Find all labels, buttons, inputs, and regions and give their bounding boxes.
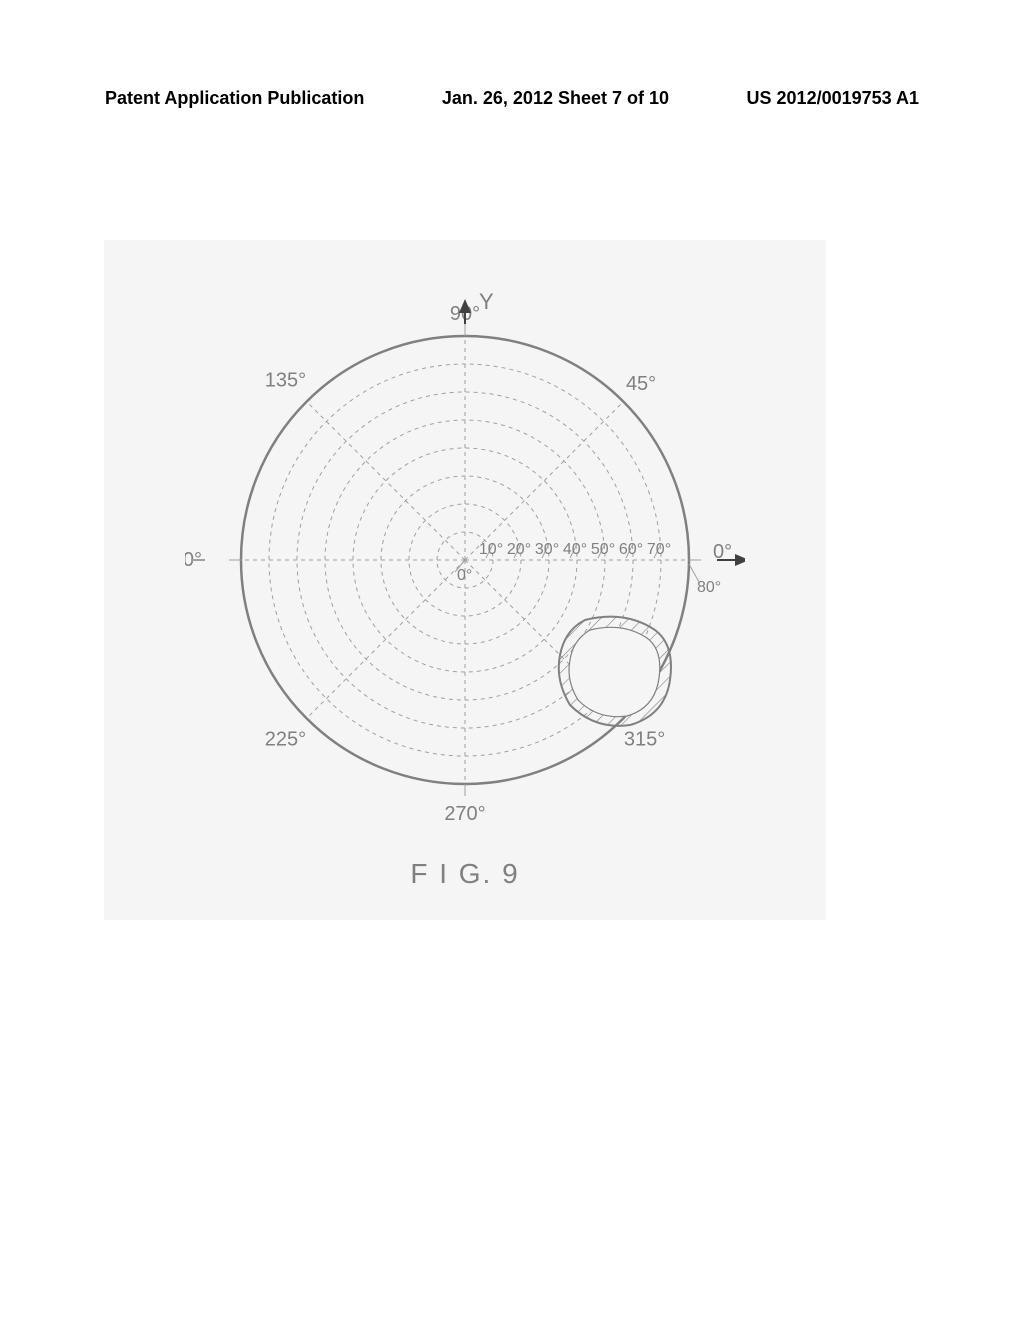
polar-chart: 10°20°30°40°50°60°70°0°80°0°45°90°135°18… xyxy=(185,270,745,830)
svg-text:60°: 60° xyxy=(619,541,643,558)
header-left: Patent Application Publication xyxy=(105,88,364,109)
svg-text:270°: 270° xyxy=(444,803,485,825)
header-center: Jan. 26, 2012 Sheet 7 of 10 xyxy=(442,88,669,109)
svg-text:40°: 40° xyxy=(563,541,587,558)
svg-text:315°: 315° xyxy=(624,729,665,751)
header-right: US 2012/0019753 A1 xyxy=(747,88,919,109)
figure-label: F I G. 9 xyxy=(410,858,519,890)
svg-text:45°: 45° xyxy=(626,373,656,395)
svg-text:80°: 80° xyxy=(697,579,721,596)
svg-text:70°: 70° xyxy=(647,541,671,558)
figure-container: 10°20°30°40°50°60°70°0°80°0°45°90°135°18… xyxy=(104,240,826,920)
page-header: Patent Application Publication Jan. 26, … xyxy=(0,88,1024,109)
svg-text:10°: 10° xyxy=(479,541,503,558)
svg-text:135°: 135° xyxy=(265,369,306,391)
svg-text:30°: 30° xyxy=(535,541,559,558)
svg-text:Y: Y xyxy=(479,289,494,314)
svg-text:50°: 50° xyxy=(591,541,615,558)
svg-text:20°: 20° xyxy=(507,541,531,558)
svg-text:0°: 0° xyxy=(457,567,472,584)
polar-svg: 10°20°30°40°50°60°70°0°80°0°45°90°135°18… xyxy=(185,270,745,850)
svg-text:225°: 225° xyxy=(265,729,306,751)
